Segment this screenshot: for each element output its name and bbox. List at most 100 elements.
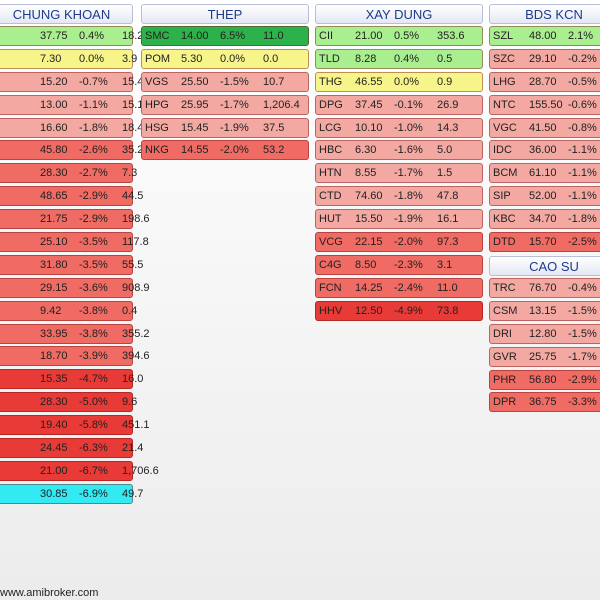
- ticker-row[interactable]: VGC 41.50 -0.8%: [489, 117, 600, 138]
- ticker-row[interactable]: 21.75 -2.9% 198.6: [0, 209, 150, 230]
- ticker-row[interactable]: VCG 22.15 -2.0% 97.3: [315, 232, 483, 253]
- ticker-price: 22.15: [355, 236, 383, 249]
- ticker-price: 76.70: [529, 282, 557, 295]
- ticker-row[interactable]: NKG 14.55 -2.0% 53.2: [141, 140, 309, 161]
- ticker-change-percent: -1.5%: [220, 75, 249, 88]
- ticker-row[interactable]: 37.75 0.4% 18.2: [0, 26, 143, 46]
- ticker-row[interactable]: BCM 61.10 -1.1%: [489, 163, 600, 184]
- ticker-price: 155.50: [529, 98, 563, 111]
- ticker-row[interactable]: IDC 36.00 -1.1%: [489, 140, 600, 161]
- ticker-volume: 1,706.6: [122, 464, 159, 477]
- ticker-change-percent: 0.0%: [220, 52, 246, 65]
- ticker-row[interactable]: 48.65 -2.9% 44.5: [0, 186, 143, 207]
- ticker-row[interactable]: 15.20 -0.7% 15.4: [0, 71, 143, 92]
- ticker-row[interactable]: SZL 48.00 2.1%: [489, 26, 600, 46]
- ticker-price: 48.00: [529, 30, 557, 42]
- ticker-symbol: FCN: [319, 281, 342, 294]
- ticker-row[interactable]: 45.80 -2.6% 35.2: [0, 140, 143, 161]
- ticker-row[interactable]: TRC 76.70 -0.4%: [489, 278, 600, 299]
- sector-column-thep: THEP SMC 14.00 6.5% 11.0 POM 5.30 0.0% 0.0 VGS 25…: [141, 4, 309, 163]
- ticker-row[interactable]: SZC 29.10 -0.2%: [489, 48, 600, 69]
- ticker-row[interactable]: PHR 56.80 -2.9%: [489, 369, 600, 390]
- ticker-row[interactable]: HHV 12.50 -4.9% 73.8: [315, 300, 483, 321]
- sector-rows-cao-su: TRC 76.70 -0.4% CSM 13.15 -1.5% DRI 12.80 -1.5% G…: [489, 278, 600, 413]
- ticker-row[interactable]: 15.35 -4.7% 16.0: [0, 369, 143, 390]
- ticker-row[interactable]: TLD 8.28 0.4% 0.5: [315, 48, 483, 69]
- ticker-volume: 1.5: [437, 167, 453, 180]
- ticker-row[interactable]: CSM 13.15 -1.5%: [489, 300, 600, 321]
- ticker-row[interactable]: NTC 155.50 -0.6%: [489, 94, 600, 115]
- ticker-row[interactable]: 7.30 0.0% 3.9: [0, 48, 137, 69]
- ticker-row[interactable]: CTD 74.60 -1.8% 47.8: [315, 186, 483, 207]
- ticker-symbol: DPG: [319, 98, 343, 111]
- ticker-row[interactable]: 29.15 -3.6% 908.9: [0, 277, 150, 298]
- ticker-symbol: DRI: [493, 327, 512, 340]
- ticker-row[interactable]: 13.00 -1.1% 15.1: [0, 94, 143, 115]
- ticker-row[interactable]: DTD 15.70 -2.5%: [489, 232, 600, 253]
- ticker-change-percent: 0.0%: [79, 52, 105, 65]
- sector-column-xay-dung: XAY DUNG CII 21.00 0.5% 353.6 TLD 8.28 0.4% 0.5…: [315, 4, 483, 324]
- ticker-change-percent: 0.0%: [394, 75, 420, 88]
- ticker-price: 46.55: [355, 75, 383, 88]
- ticker-price: 36.75: [529, 396, 557, 409]
- ticker-row[interactable]: FCN 14.25 -2.4% 11.0: [315, 277, 483, 298]
- ticker-row[interactable]: 25.10 -3.5% 117.8: [0, 232, 149, 253]
- ticker-row[interactable]: DPR 36.75 -3.3%: [489, 392, 600, 413]
- ticker-row[interactable]: LHG 28.70 -0.5%: [489, 71, 600, 92]
- ticker-row[interactable]: HPG 25.95 -1.7% 1,206.4: [141, 94, 309, 115]
- ticker-symbol: NKG: [145, 144, 169, 157]
- ticker-row[interactable]: GVR 25.75 -1.7%: [489, 346, 600, 367]
- ticker-row[interactable]: HUT 15.50 -1.9% 16.1: [315, 209, 483, 230]
- ticker-change-percent: -3.5%: [79, 236, 108, 249]
- ticker-symbol: VGC: [493, 121, 517, 134]
- ticker-row[interactable]: 9.42 -3.8% 0.4: [0, 300, 137, 321]
- ticker-price: 15.20: [40, 75, 68, 88]
- ticker-price: 25.50: [181, 75, 209, 88]
- ticker-row[interactable]: 19.40 -5.8% 451.1: [0, 415, 150, 436]
- ticker-row[interactable]: 24.45 -6.3% 21.4: [0, 438, 143, 459]
- ticker-row[interactable]: DRI 12.80 -1.5%: [489, 323, 600, 344]
- ticker-row[interactable]: HTN 8.55 -1.7% 1.5: [315, 163, 483, 184]
- ticker-volume: 7.3: [122, 167, 138, 180]
- ticker-row[interactable]: 18.70 -3.9% 394.6: [0, 346, 150, 367]
- ticker-row[interactable]: 21.00 -6.7% 1,706.6: [0, 460, 159, 481]
- ticker-symbol: SZL: [493, 30, 514, 42]
- ticker-row[interactable]: HSG 15.45 -1.9% 37.5: [141, 117, 309, 138]
- ticker-volume: 0.4: [122, 304, 138, 317]
- ticker-change-percent: -3.5%: [79, 258, 108, 271]
- ticker-symbol: PHR: [493, 373, 517, 386]
- ticker-row[interactable]: 31.80 -3.5% 55.5: [0, 254, 143, 275]
- ticker-change-percent: -3.8%: [79, 327, 108, 340]
- ticker-price: 37.45: [355, 98, 383, 111]
- ticker-price: 29.15: [40, 281, 68, 294]
- ticker-symbol: VCG: [319, 236, 343, 249]
- ticker-price: 13.00: [40, 98, 68, 111]
- ticker-symbol: KBC: [493, 213, 516, 226]
- ticker-row[interactable]: HBC 6.30 -1.6% 5.0: [315, 140, 483, 161]
- ticker-symbol: HUT: [319, 213, 342, 226]
- ticker-price: 48.65: [40, 190, 68, 203]
- ticker-symbol: DPR: [493, 396, 517, 409]
- ticker-change-percent: -3.8%: [79, 304, 108, 317]
- ticker-row[interactable]: SIP 52.00 -1.1%: [489, 186, 600, 207]
- ticker-row[interactable]: POM 5.30 0.0% 0.0: [141, 48, 309, 69]
- ticker-row[interactable]: KBC 34.70 -1.8%: [489, 209, 600, 230]
- ticker-row[interactable]: 33.95 -3.8% 355.2: [0, 323, 150, 344]
- ticker-row[interactable]: 30.85 -6.9% 49.7: [0, 483, 143, 504]
- ticker-row[interactable]: CII 21.00 0.5% 353.6: [315, 26, 483, 46]
- ticker-price: 28.70: [529, 75, 557, 88]
- ticker-row[interactable]: SMC 14.00 6.5% 11.0: [141, 26, 309, 46]
- ticker-change-percent: -0.2%: [568, 52, 597, 65]
- ticker-row[interactable]: VGS 25.50 -1.5% 10.7: [141, 71, 309, 92]
- ticker-row[interactable]: DPG 37.45 -0.1% 26.9: [315, 94, 483, 115]
- ticker-row[interactable]: THG 46.55 0.0% 0.9: [315, 71, 483, 92]
- ticker-row[interactable]: 16.60 -1.8% 18.4: [0, 117, 143, 138]
- ticker-symbol: CSM: [493, 304, 518, 317]
- ticker-row[interactable]: C4G 8.50 -2.3% 3.1: [315, 254, 483, 275]
- ticker-row[interactable]: LCG 10.10 -1.0% 14.3: [315, 117, 483, 138]
- ticker-row[interactable]: 28.30 -2.7% 7.3: [0, 163, 137, 184]
- ticker-change-percent: -1.5%: [568, 304, 597, 317]
- ticker-volume: 53.2: [263, 144, 285, 157]
- sector-header-xay-dung: XAY DUNG: [315, 4, 483, 24]
- ticker-row[interactable]: 28.30 -5.0% 9.6: [0, 392, 137, 413]
